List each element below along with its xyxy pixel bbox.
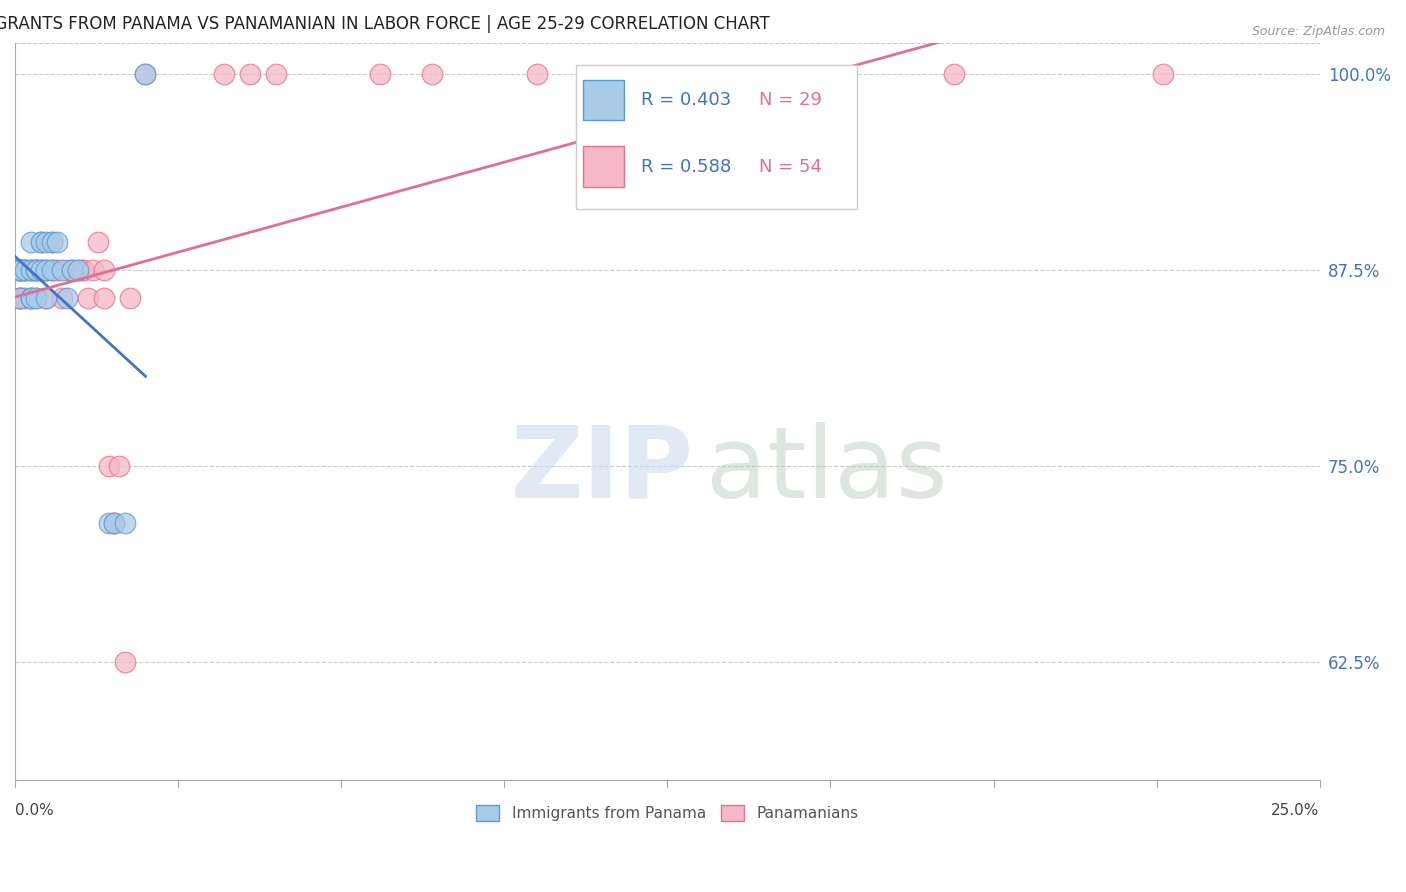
Text: R = 0.403: R = 0.403 [641,91,731,109]
Point [60,263,83,277]
Text: atlas: atlas [706,422,948,518]
Text: ZIP: ZIP [510,422,693,518]
Point [41,263,63,277]
Point [30,263,52,277]
Point [77,292,100,306]
Point [30,235,52,249]
Point [25,263,48,277]
Point [14,263,37,277]
Point [943,67,966,81]
Point [72,263,94,277]
Point [45,263,67,277]
Point [20,292,42,306]
Point [51,263,73,277]
Point [35,263,58,277]
Point [14,263,37,277]
Point [35,263,58,277]
Point [30,263,52,277]
Text: 0.0%: 0.0% [15,803,53,818]
Point [8,292,31,306]
Point [30,263,52,277]
Text: N = 29: N = 29 [759,91,821,109]
Point [45,235,67,249]
Point [93,292,115,306]
Point [25,263,48,277]
Point [25,292,48,306]
Point [51,292,73,306]
Point [212,67,235,81]
Point [368,67,391,81]
Point [56,263,79,277]
Point [14,263,37,277]
Point [93,263,115,277]
Point [8,263,31,277]
Point [8,292,31,306]
Point [41,235,63,249]
Point [20,292,42,306]
Point [35,235,58,249]
Point [118,292,141,306]
Point [82,263,104,277]
Point [25,292,48,306]
Point [264,67,287,81]
Point [108,459,131,474]
Point [97,459,120,474]
Point [422,67,444,81]
Point [8,292,31,306]
Point [8,263,31,277]
Text: R = 0.588: R = 0.588 [641,158,731,176]
Point [35,263,58,277]
FancyBboxPatch shape [576,65,856,209]
Point [8,263,31,277]
Point [30,235,52,249]
Point [20,263,42,277]
Point [8,263,31,277]
Point [103,516,125,530]
Point [20,263,42,277]
Point [35,292,58,306]
Point [41,263,63,277]
Point [72,263,94,277]
FancyBboxPatch shape [582,79,624,120]
Text: N = 54: N = 54 [759,158,821,176]
Point [8,292,31,306]
FancyBboxPatch shape [582,146,624,186]
Point [87,235,110,249]
Point [20,263,42,277]
Point [20,292,42,306]
Point [60,263,83,277]
Point [8,263,31,277]
Point [8,263,31,277]
Point [41,235,63,249]
Point [134,67,156,81]
Point [8,263,31,277]
Point [66,263,89,277]
Text: 25.0%: 25.0% [1271,803,1320,818]
Point [20,235,42,249]
Point [60,263,83,277]
Point [14,263,37,277]
Text: IMMIGRANTS FROM PANAMA VS PANAMANIAN IN LABOR FORCE | AGE 25-29 CORRELATION CHAR: IMMIGRANTS FROM PANAMA VS PANAMANIAN IN … [0,15,770,33]
Legend: Immigrants from Panama, Panamanians: Immigrants from Panama, Panamanians [470,799,865,827]
Point [239,67,262,81]
Point [8,263,31,277]
Point [103,516,125,530]
Point [56,292,79,306]
Point [114,655,136,669]
Point [35,292,58,306]
Point [25,263,48,277]
Text: Source: ZipAtlas.com: Source: ZipAtlas.com [1251,25,1385,38]
Point [25,263,48,277]
Point [114,516,136,530]
Point [1152,67,1174,81]
Point [14,292,37,306]
Point [41,263,63,277]
Point [526,67,548,81]
Point [103,516,125,530]
Point [134,67,156,81]
Point [97,516,120,530]
Point [66,263,89,277]
